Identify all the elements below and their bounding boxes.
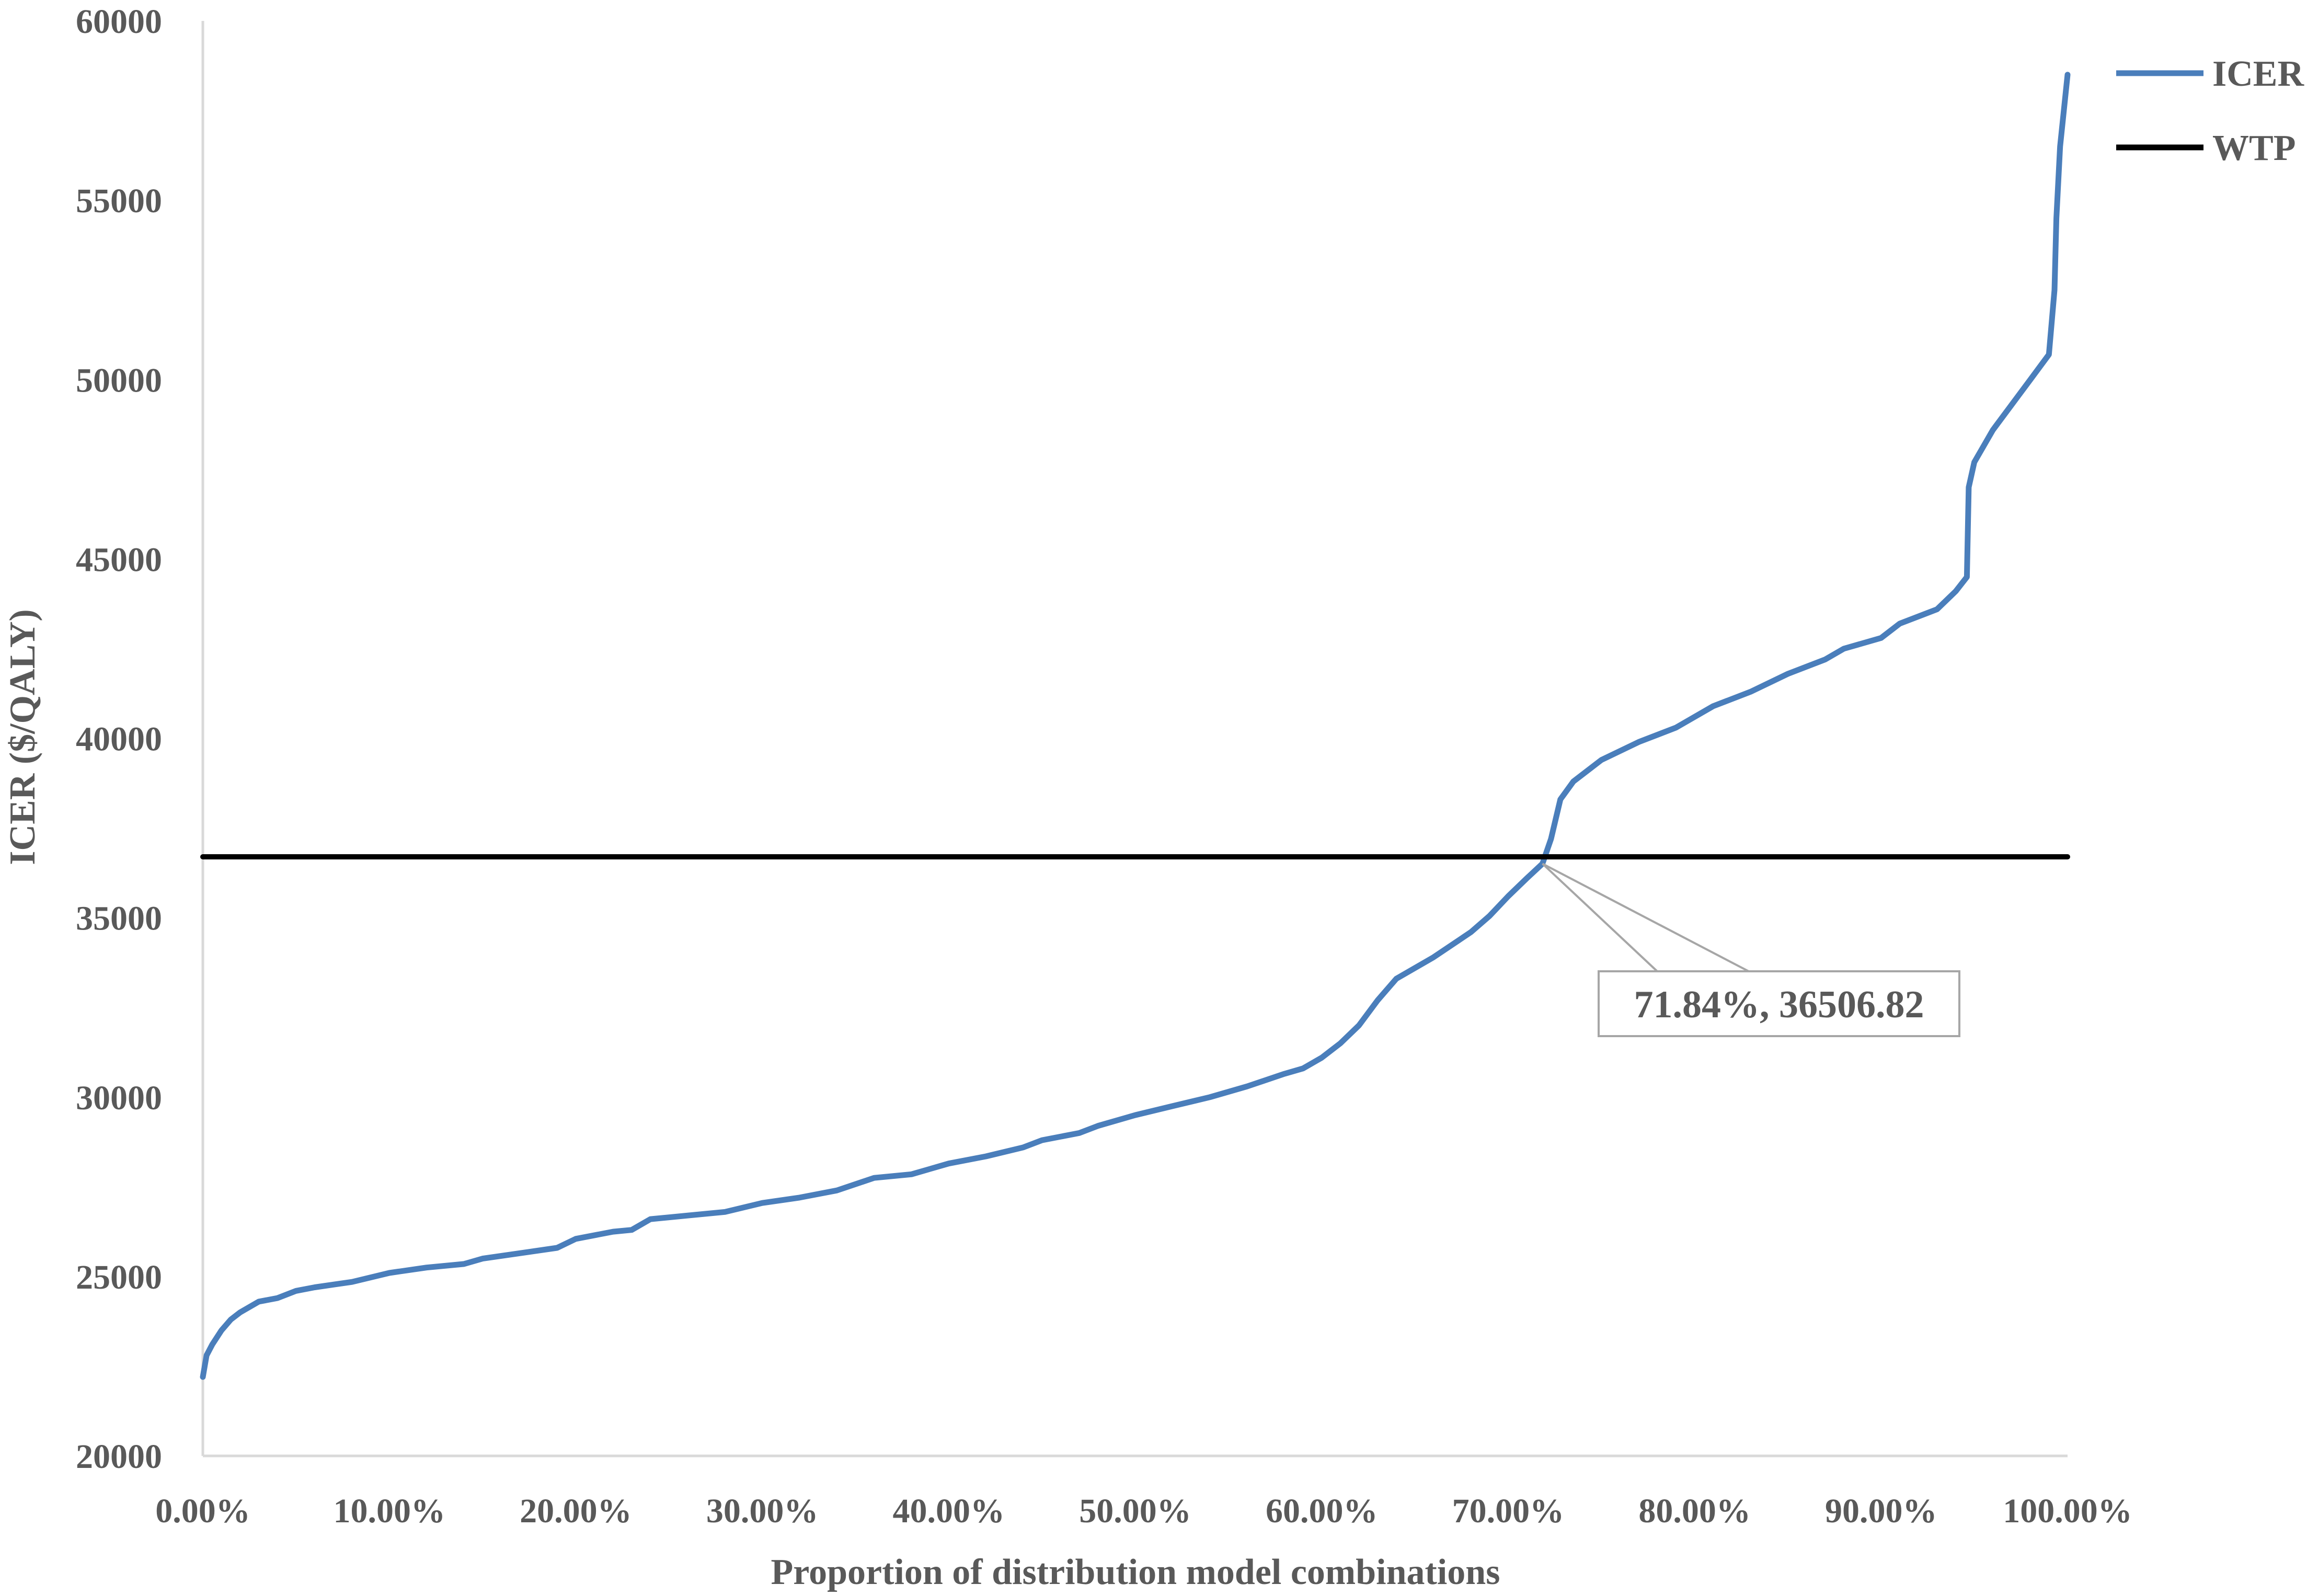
annotation-leader-line [1542, 863, 1749, 972]
legend-label-wtp: WTP [2212, 128, 2295, 168]
y-tick-label: 40000 [76, 720, 162, 759]
legend-label-icer: ICER [2212, 54, 2304, 94]
y-tick-label: 50000 [76, 361, 162, 399]
x-tick-label: 20.00% [520, 1492, 632, 1530]
x-tick-label: 10.00% [333, 1492, 445, 1530]
y-axis-title: ICER ($/QALY) [3, 609, 43, 865]
y-tick-label: 60000 [76, 3, 162, 41]
annotation-leader-line [1542, 863, 1658, 972]
x-tick-label: 60.00% [1266, 1492, 1378, 1530]
legend: ICER WTP [2116, 54, 2304, 168]
x-tick-label: 40.00% [893, 1492, 1005, 1530]
x-tick-label: 90.00% [1825, 1492, 1937, 1530]
y-tick-label: 55000 [76, 182, 162, 220]
x-tick-label: 70.00% [1452, 1492, 1565, 1530]
y-tick-label: 45000 [76, 541, 162, 579]
y-tick-label: 30000 [76, 1079, 162, 1117]
y-tick-label: 25000 [76, 1258, 162, 1296]
x-axis-title: Proportion of distribution model combina… [771, 1552, 1500, 1592]
series-layer [200, 72, 2071, 1380]
axes [201, 21, 2068, 1457]
y-tick-labels: 20000 25000 30000 35000 40000 45000 50000 55000… [76, 3, 162, 1476]
x-tick-label: 0.00% [155, 1492, 250, 1530]
y-tick-label: 35000 [76, 900, 162, 938]
x-tick-label: 50.00% [1079, 1492, 1191, 1530]
annotation-label: 71.84%, 36506.82 [1634, 983, 1924, 1026]
y-tick-label: 20000 [76, 1438, 162, 1476]
series-line-icer [200, 72, 2071, 1380]
annotation-layer: 71.84%, 36506.82 [1542, 863, 1960, 1037]
x-tick-label: 30.00% [706, 1492, 819, 1530]
annotation-box [1598, 970, 1960, 1037]
x-tick-label: 80.00% [1638, 1492, 1751, 1530]
x-tick-label: 100.00% [2003, 1492, 2132, 1530]
x-tick-labels: 0.00% 10.00% 20.00% 30.00% 40.00% 50.00% 60.00… [155, 1492, 2132, 1530]
